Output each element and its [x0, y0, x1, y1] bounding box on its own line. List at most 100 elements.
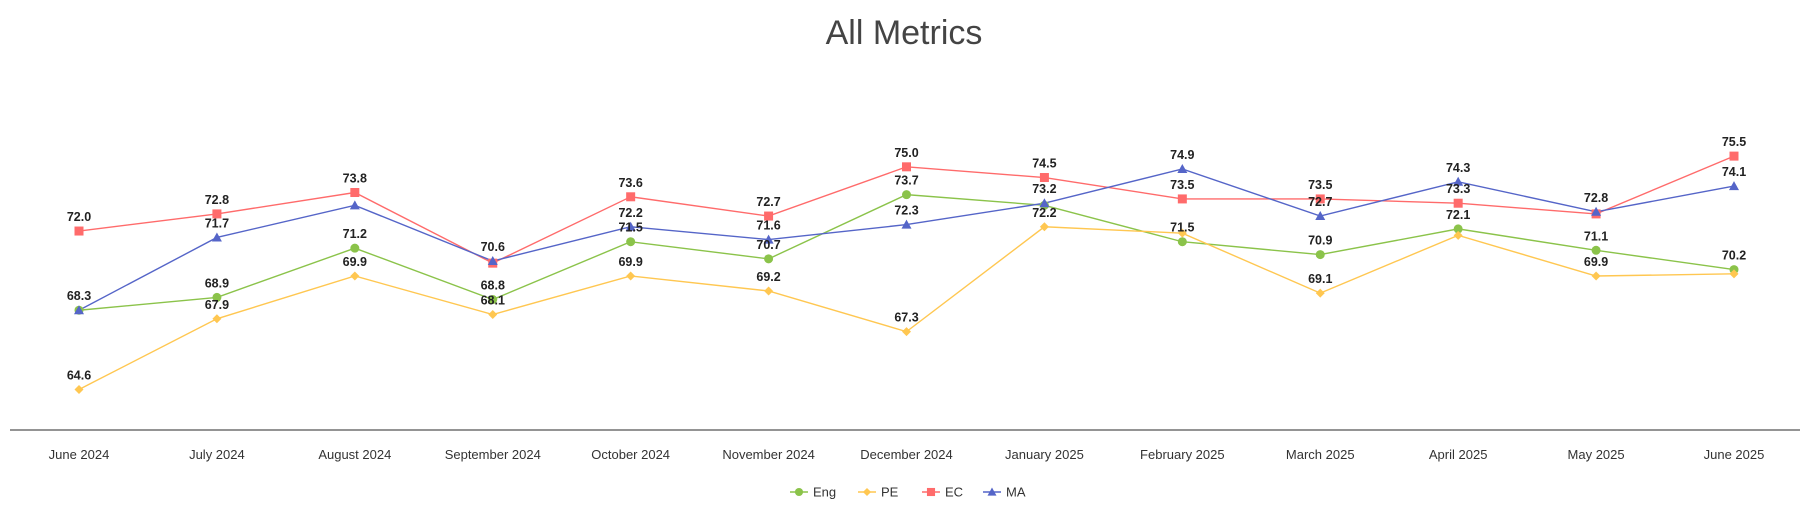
data-label-ec: 73.8 — [343, 172, 367, 186]
x-tick-label: December 2024 — [860, 447, 953, 462]
legend-item-ec[interactable]: EC — [922, 485, 963, 500]
data-point-ma — [1039, 198, 1050, 208]
data-point-eng — [1591, 245, 1601, 255]
data-point-ec — [1729, 151, 1739, 161]
data-label-ec: 72.0 — [67, 210, 91, 224]
data-label-ma: 72.3 — [894, 204, 918, 218]
legend-item-eng[interactable]: Eng — [790, 485, 836, 500]
data-point-pe — [764, 286, 774, 296]
data-point-ec — [74, 226, 84, 236]
data-label-ma: 74.9 — [1170, 148, 1194, 162]
data-point-ma — [211, 232, 222, 242]
data-point-pe — [626, 271, 636, 281]
data-label-ec: 75.0 — [894, 146, 918, 160]
data-label-pe: 67.9 — [205, 298, 229, 312]
data-point-pe — [74, 384, 84, 394]
data-point-ma — [487, 256, 498, 266]
data-label-eng: 68.9 — [205, 276, 229, 290]
data-point-ma — [625, 221, 636, 231]
legend-item-pe[interactable]: PE — [858, 485, 899, 500]
data-point-eng — [212, 292, 222, 302]
data-point-ma — [349, 200, 360, 210]
data-point-eng — [1177, 237, 1187, 247]
data-label-eng: 73.7 — [894, 174, 918, 188]
data-point-ma — [763, 234, 774, 244]
x-tick-label: February 2025 — [1140, 447, 1225, 462]
data-label-eng: 70.2 — [1722, 249, 1746, 263]
legend-label: MA — [1006, 485, 1026, 500]
data-label-pe: 69.1 — [1308, 272, 1332, 286]
x-tick-label: November 2024 — [722, 447, 815, 462]
data-point-pe — [1591, 271, 1601, 281]
chart-title: All Metrics — [825, 14, 983, 52]
series-markers — [74, 151, 1739, 394]
data-point-ma — [1591, 206, 1602, 216]
data-label-ma: 71.7 — [205, 216, 229, 230]
data-label-ec: 72.7 — [756, 195, 780, 209]
data-label-ec: 73.5 — [1170, 178, 1194, 192]
data-point-ec — [212, 209, 222, 219]
data-point-ec — [1315, 194, 1325, 204]
data-point-ec — [626, 192, 636, 202]
data-label-pe: 67.3 — [894, 311, 918, 325]
data-point-ma — [901, 219, 912, 229]
data-point-ma — [74, 305, 84, 315]
data-label-ec: 73.3 — [1446, 182, 1470, 196]
legend-marker-eng — [794, 487, 804, 497]
data-label-eng: 71.5 — [618, 221, 642, 235]
data-label-ma: 74.1 — [1722, 165, 1746, 179]
x-tick-label: June 2025 — [1704, 447, 1765, 462]
data-label-ma: 72.8 — [1584, 191, 1608, 205]
data-point-pe — [1039, 222, 1049, 232]
data-point-ec — [764, 211, 774, 221]
legend-marker-ma — [987, 487, 997, 496]
data-point-pe — [1729, 269, 1739, 279]
data-label-pe: 69.9 — [618, 255, 642, 269]
data-label-pe: 69.2 — [756, 270, 780, 284]
x-tick-label: July 2024 — [189, 447, 245, 462]
x-axis-ticks: June 2024 July 2024 August 2024 September 2… — [49, 447, 1765, 462]
data-label-ec: 73.5 — [1308, 178, 1332, 192]
legend-item-ma[interactable]: MA — [983, 485, 1026, 500]
data-point-eng — [1315, 250, 1325, 260]
data-point-eng — [902, 190, 911, 200]
data-label-ec: 73.6 — [618, 176, 642, 190]
data-label-ec: 74.5 — [1032, 157, 1056, 171]
data-label-ma: 70.6 — [481, 240, 505, 254]
data-label-eng: 71.1 — [1584, 229, 1608, 243]
data-label-ec: 75.5 — [1722, 135, 1746, 149]
legend: Eng PE EC MA — [790, 485, 1026, 500]
data-point-pe — [1453, 230, 1463, 240]
series-line-pe — [78, 226, 1735, 391]
legend-label: PE — [881, 485, 899, 500]
data-label-ma: 72.2 — [618, 206, 642, 220]
data-point-eng — [350, 243, 360, 253]
data-point-pe — [350, 271, 360, 281]
x-tick-label: May 2025 — [1568, 447, 1625, 462]
x-tick-label: October 2024 — [591, 447, 670, 462]
data-label-ec: 72.8 — [205, 193, 229, 207]
data-point-ma — [1453, 176, 1464, 186]
x-tick-label: March 2025 — [1286, 447, 1355, 462]
data-point-ma — [1315, 211, 1326, 221]
legend-label: Eng — [813, 485, 836, 500]
data-point-ma — [1177, 163, 1188, 173]
x-tick-label: August 2024 — [318, 447, 391, 462]
data-point-ec — [1039, 173, 1049, 183]
data-label-ma: 74.3 — [1446, 161, 1470, 175]
data-point-ec — [350, 188, 360, 198]
data-point-eng — [1453, 224, 1463, 234]
data-label-eng: 71.2 — [343, 227, 367, 241]
x-tick-label: June 2024 — [49, 447, 110, 462]
x-tick-label: April 2025 — [1429, 447, 1488, 462]
data-point-eng — [626, 237, 636, 247]
data-label-pe: 64.6 — [67, 368, 91, 382]
data-label-ma: 71.6 — [756, 219, 780, 233]
x-tick-label: January 2025 — [1005, 447, 1084, 462]
data-label-eng: 70.9 — [1308, 234, 1332, 248]
data-label-ma: 73.2 — [1032, 182, 1056, 196]
data-labels: 68.3 68.9 71.2 68.8 71.5 70.7 73.7 71.5 70.9 72.1… — [67, 135, 1746, 382]
data-label-eng: 70.7 — [756, 238, 780, 252]
data-point-eng — [488, 295, 498, 305]
